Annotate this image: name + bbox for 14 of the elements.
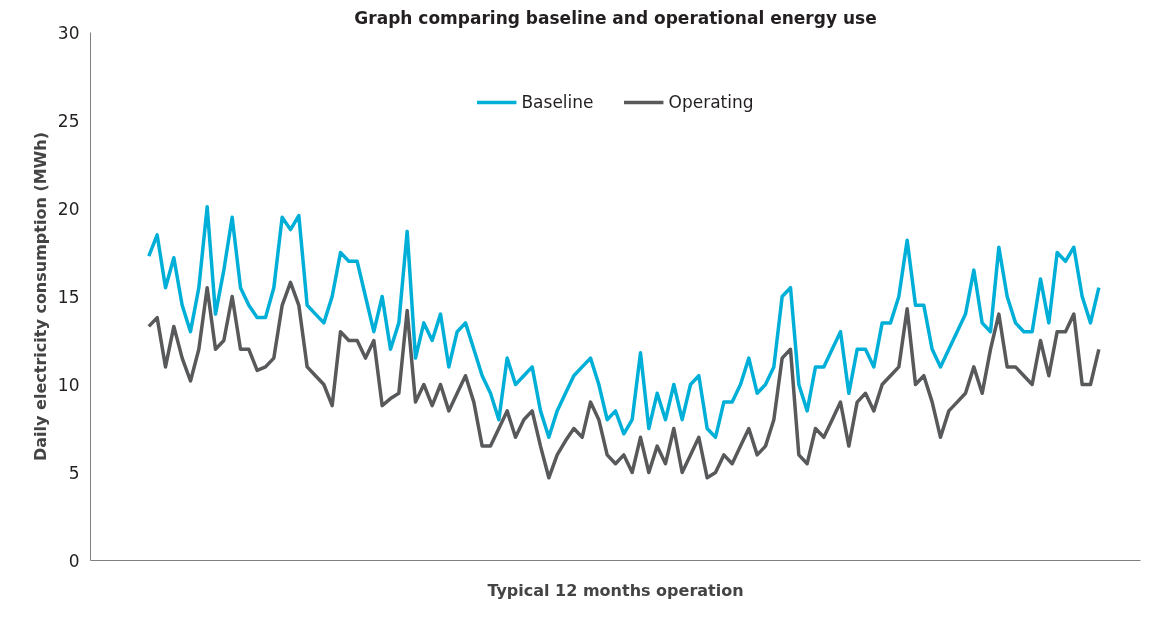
y-tick-label: 25 xyxy=(57,111,80,131)
y-tick-label: 20 xyxy=(57,199,80,219)
y-tick-label: 10 xyxy=(57,375,80,395)
line-series xyxy=(147,280,1101,480)
y-tick-label: 15 xyxy=(57,287,80,307)
y-axis-title: Daily electricity consumption (MWh) xyxy=(30,132,50,461)
y-tick-label: 5 xyxy=(68,463,80,483)
y-tick-label: 30 xyxy=(57,23,80,43)
line-series xyxy=(147,204,1101,440)
x-axis-title: Typical 12 months operation xyxy=(487,580,744,600)
legend-label: Operating xyxy=(668,92,754,112)
legend-label: Baseline xyxy=(521,92,594,112)
y-tick-label: 0 xyxy=(68,551,80,571)
chart-title: Graph comparing baseline and operational energy use xyxy=(354,7,877,28)
